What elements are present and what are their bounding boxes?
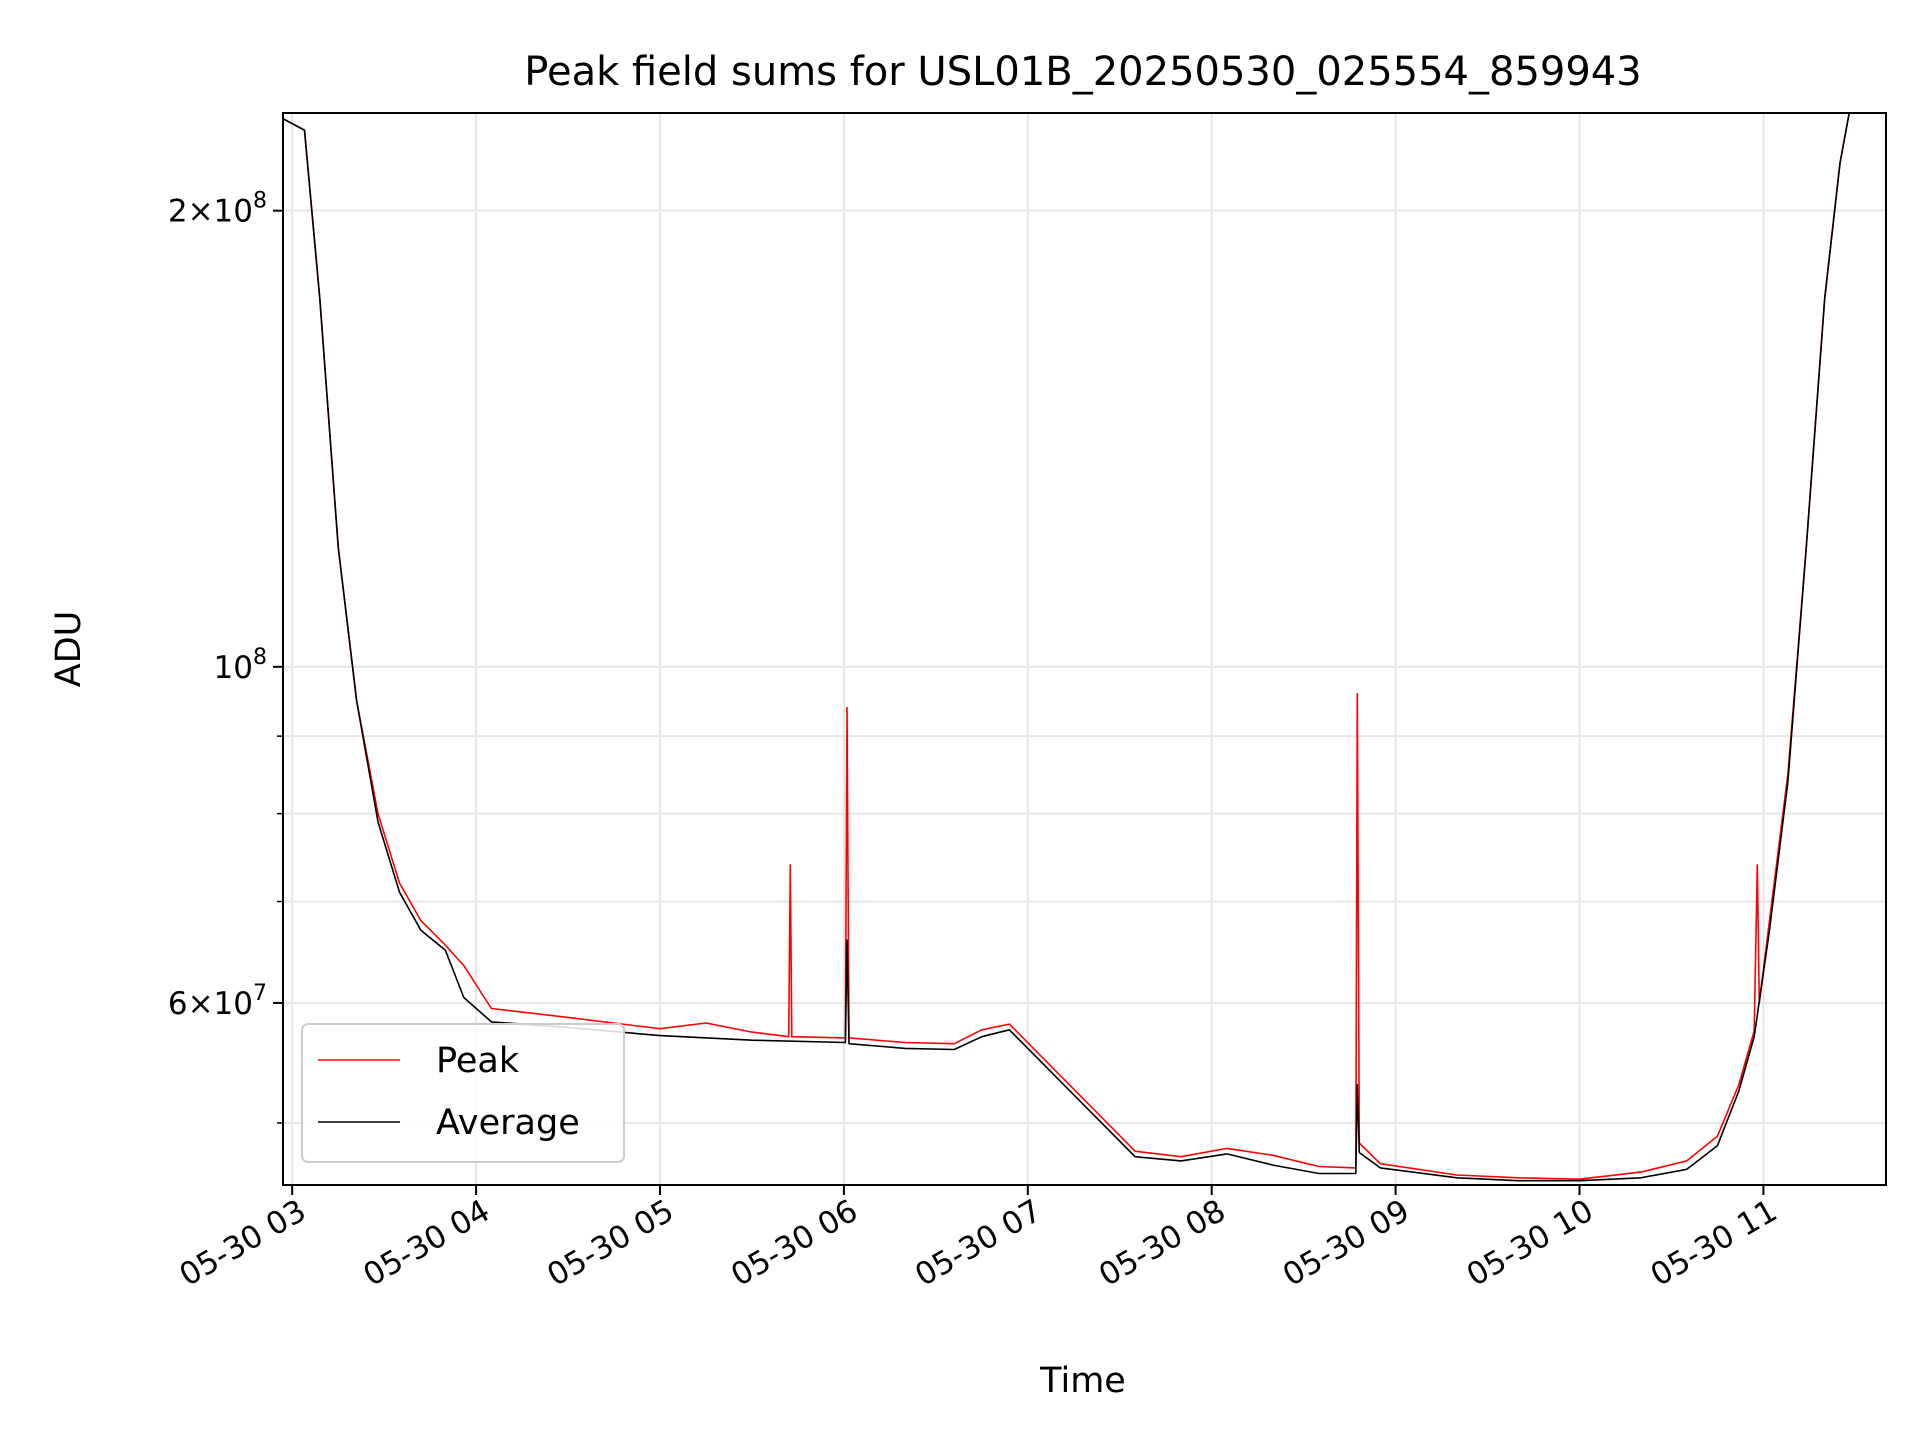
chart-title: Peak field sums for USL01B_20250530_0255… [524,49,1641,95]
legend-label-average: Average [436,1103,580,1143]
series-lines [282,112,1850,1182]
y-axis: 6×107 108 2×108 [168,189,283,1124]
x-tick-label: 05-30 07 [909,1193,1048,1294]
grid [283,113,1886,1185]
x-axis-label: Time [1039,1361,1126,1401]
x-tick-label: 05-30 09 [1277,1193,1416,1294]
y-tick-label: 6×107 [168,981,267,1022]
y-tick-label: 108 [214,645,267,686]
x-tick-label: 05-30 04 [357,1193,496,1294]
legend-label-peak: Peak [436,1041,520,1081]
x-tick-label: 05-30 03 [173,1193,312,1294]
legend: Peak Average [301,1023,625,1163]
x-tick-label: 05-30 11 [1645,1193,1784,1294]
series-line-peak [282,112,1850,1180]
y-axis-label: ADU [49,611,89,688]
series-line-average [282,112,1850,1182]
plot-frame [282,112,1887,1186]
x-tick-label: 05-30 10 [1461,1193,1600,1294]
x-tick-label: 05-30 08 [1093,1193,1232,1294]
legend-box [301,1023,625,1163]
x-tick-label: 05-30 06 [725,1193,864,1294]
x-axis: 05-30 03 05-30 04 05-30 05 05-30 06 05-30 07… [173,1185,1783,1294]
x-tick-label: 05-30 05 [541,1193,680,1294]
y-tick-label: 2×108 [168,189,267,230]
